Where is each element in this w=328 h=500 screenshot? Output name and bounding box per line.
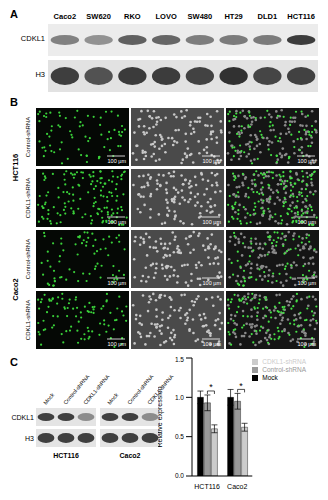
svg-text:Mock: Mock bbox=[42, 392, 55, 406]
svg-text:100 µm: 100 µm bbox=[298, 158, 317, 164]
svg-text:CDKL1-shRNA: CDKL1-shRNA bbox=[146, 373, 175, 406]
html-text:Mock: Mock bbox=[262, 374, 278, 381]
html-text:Control-shRNA: Control-shRNA bbox=[262, 366, 306, 373]
svg-text:100 µm: 100 µm bbox=[108, 280, 127, 286]
svg-text:1.5: 1.5 bbox=[175, 356, 184, 363]
svg-text:H3: H3 bbox=[35, 70, 45, 79]
svg-text:HCT116: HCT116 bbox=[194, 483, 220, 490]
svg-text:Caco2: Caco2 bbox=[11, 278, 20, 301]
svg-text:Relative expression: Relative expression bbox=[158, 386, 164, 447]
svg-text:C: C bbox=[10, 356, 18, 368]
svg-text:100 µm: 100 µm bbox=[203, 219, 222, 225]
svg-text:LOVO: LOVO bbox=[155, 12, 176, 21]
svg-text:100 µm: 100 µm bbox=[108, 158, 127, 164]
svg-text:HCT116: HCT116 bbox=[53, 452, 79, 459]
svg-text:100 µm: 100 µm bbox=[203, 280, 222, 286]
svg-text:Mock: Mock bbox=[106, 392, 119, 406]
svg-text:SW620: SW620 bbox=[86, 12, 111, 21]
svg-text:100 µm: 100 µm bbox=[108, 219, 127, 225]
svg-text:100 µm: 100 µm bbox=[108, 341, 127, 347]
svg-text:Control-shRNA: Control-shRNA bbox=[25, 117, 31, 157]
svg-text:CDKL1-shRNA: CDKL1-shRNA bbox=[25, 300, 31, 340]
svg-text:CDKL1: CDKL1 bbox=[11, 414, 34, 421]
svg-text:Control-shRNA: Control-shRNA bbox=[62, 373, 91, 406]
svg-text:1.0: 1.0 bbox=[175, 394, 184, 401]
svg-text:Control-shRNA: Control-shRNA bbox=[25, 239, 31, 279]
svg-text:100 µm: 100 µm bbox=[203, 341, 222, 347]
svg-text:CDKL1: CDKL1 bbox=[21, 34, 45, 43]
svg-text:HT29: HT29 bbox=[224, 12, 242, 21]
svg-text:Caco2: Caco2 bbox=[227, 483, 247, 490]
svg-text:SW480: SW480 bbox=[188, 12, 213, 21]
svg-text:A: A bbox=[10, 8, 18, 20]
svg-text:DLD1: DLD1 bbox=[258, 12, 278, 21]
svg-text:100 µm: 100 µm bbox=[298, 280, 317, 286]
svg-text:100 µm: 100 µm bbox=[298, 341, 317, 347]
svg-text:Control-shRNA: Control-shRNA bbox=[126, 373, 155, 406]
svg-text:CDKL1-shRNA: CDKL1-shRNA bbox=[25, 178, 31, 218]
svg-text:0.5: 0.5 bbox=[175, 433, 184, 440]
svg-text:HCT116: HCT116 bbox=[287, 12, 315, 21]
svg-text:Caco2: Caco2 bbox=[54, 12, 77, 21]
svg-text:0.0: 0.0 bbox=[175, 472, 184, 479]
svg-text:CDKL1-shRNA: CDKL1-shRNA bbox=[82, 373, 111, 406]
svg-text:H3: H3 bbox=[25, 435, 34, 442]
svg-text:Caco2: Caco2 bbox=[119, 452, 140, 459]
svg-text:100 µm: 100 µm bbox=[203, 158, 222, 164]
svg-text:*: * bbox=[239, 381, 243, 391]
html-text:CDKL1-shRNA: CDKL1-shRNA bbox=[262, 358, 306, 365]
svg-text:B: B bbox=[10, 96, 18, 108]
svg-text:RKO: RKO bbox=[124, 12, 141, 21]
svg-text:100 µm: 100 µm bbox=[298, 219, 317, 225]
svg-text:HCT116: HCT116 bbox=[11, 154, 20, 182]
svg-text:*: * bbox=[209, 382, 213, 392]
